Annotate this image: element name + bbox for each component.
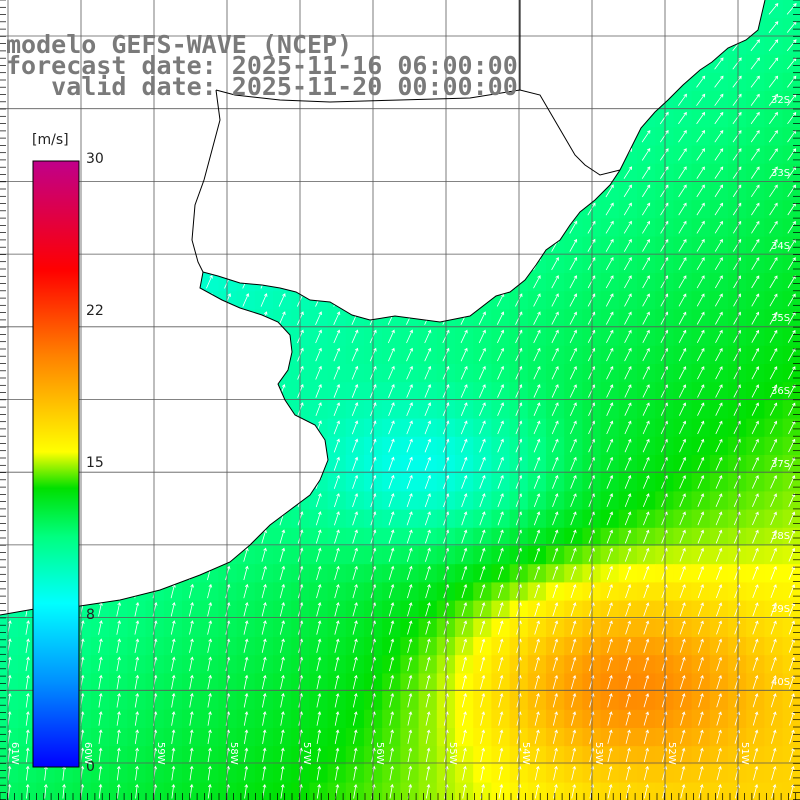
colorbar-tick-22: 22 (86, 303, 104, 319)
colorbar (32, 160, 80, 768)
lat-label-38s: 38S (771, 531, 791, 542)
lat-label-35s: 35S (771, 313, 791, 324)
title-forecast-date: forecast date: 2025-11-16 06:00:00 (6, 51, 518, 80)
colorbar-tick-8: 8 (86, 607, 95, 623)
national-border (191, 0, 621, 273)
colorbar-tick-30: 30 (86, 151, 104, 167)
colorbar-tick-15: 15 (86, 455, 104, 471)
lon-label-51w: 51W (739, 742, 750, 765)
title-valid-date: valid date: 2025-11-20 00:00:00 (6, 72, 518, 101)
lon-label-59w: 59W (155, 742, 166, 765)
lon-label-58w: 58W (228, 742, 239, 765)
lat-label-34s: 34S (771, 241, 791, 252)
lat-label-37s: 37S (771, 459, 791, 470)
title-model: modelo GEFS-WAVE (NCEP) (6, 30, 353, 59)
lat-label-36s: 36S (771, 386, 791, 397)
lon-label-55w: 55W (447, 742, 458, 765)
lon-label-60w: 60W (82, 742, 93, 765)
lon-label-53w: 53W (593, 742, 604, 765)
lon-label-61w: 61W (9, 742, 20, 765)
colorbar-tick-0: 0 (86, 759, 95, 775)
lat-label-39s: 39S (771, 604, 791, 615)
lon-label-56w: 56W (374, 742, 385, 765)
coastline (0, 0, 766, 616)
lon-label-57w: 57W (301, 742, 312, 765)
lat-label-40s: 40S (771, 677, 791, 688)
lat-label-32s: 32S (771, 95, 791, 106)
lon-label-52w: 52W (666, 742, 677, 765)
lat-label-33s: 33S (771, 168, 791, 179)
lon-label-54w: 54W (520, 742, 531, 765)
colorbar-unit: [m/s] (32, 132, 69, 148)
